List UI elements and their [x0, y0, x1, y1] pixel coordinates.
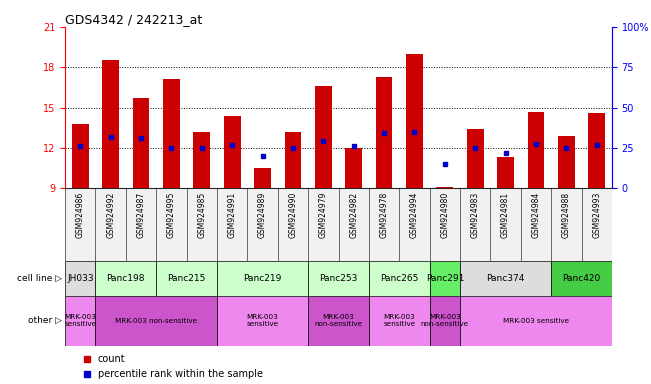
Text: GSM924989: GSM924989 [258, 192, 267, 238]
Text: GSM924986: GSM924986 [76, 192, 85, 238]
Bar [527, 112, 544, 188]
Bar [521, 188, 551, 261]
Bar [558, 136, 575, 188]
Bar [315, 86, 331, 188]
Text: MRK-003 sensitive: MRK-003 sensitive [503, 318, 569, 324]
Bar [551, 261, 612, 296]
Text: Panc198: Panc198 [107, 274, 145, 283]
Bar [308, 261, 369, 296]
Text: GSM924994: GSM924994 [410, 192, 419, 238]
Bar [65, 188, 96, 261]
Text: GSM924991: GSM924991 [228, 192, 237, 238]
Bar [217, 188, 247, 261]
Bar [497, 157, 514, 188]
Bar [581, 188, 612, 261]
Bar [430, 296, 460, 346]
Text: GSM924985: GSM924985 [197, 192, 206, 238]
Bar [376, 77, 393, 188]
Bar [369, 261, 430, 296]
Bar [133, 98, 150, 188]
Text: GSM924992: GSM924992 [106, 192, 115, 238]
Bar [254, 168, 271, 188]
Bar [284, 132, 301, 188]
Bar [308, 188, 339, 261]
Text: GSM924980: GSM924980 [440, 192, 449, 238]
Bar [460, 261, 551, 296]
Bar [430, 261, 460, 296]
Bar [339, 188, 369, 261]
Text: MRK-003
non-sensitive: MRK-003 non-sensitive [421, 314, 469, 327]
Text: MRK-003
sensitive: MRK-003 sensitive [247, 314, 279, 327]
Bar [369, 188, 399, 261]
Text: GSM924984: GSM924984 [531, 192, 540, 238]
Bar [65, 296, 96, 346]
Text: MRK-003
non-sensitive: MRK-003 non-sensitive [314, 314, 363, 327]
Bar [217, 261, 308, 296]
Text: Panc215: Panc215 [167, 274, 206, 283]
Text: Panc265: Panc265 [380, 274, 419, 283]
Text: GSM924993: GSM924993 [592, 192, 602, 238]
Text: MRK-003 non-sensitive: MRK-003 non-sensitive [115, 318, 197, 324]
Text: Panc291: Panc291 [426, 274, 464, 283]
Text: GSM924990: GSM924990 [288, 192, 298, 238]
Bar [406, 54, 423, 188]
Text: count: count [98, 354, 126, 364]
Text: GSM924983: GSM924983 [471, 192, 480, 238]
Text: GSM924982: GSM924982 [349, 192, 358, 238]
Bar [490, 188, 521, 261]
Bar [308, 296, 369, 346]
Bar [72, 124, 89, 188]
Bar [369, 296, 430, 346]
Text: GSM924988: GSM924988 [562, 192, 571, 238]
Text: GSM924979: GSM924979 [319, 192, 328, 238]
Bar [217, 296, 308, 346]
Bar [436, 187, 453, 188]
Text: Panc253: Panc253 [320, 274, 357, 283]
Bar [96, 188, 126, 261]
Bar [163, 79, 180, 188]
Text: MRK-003
sensitive: MRK-003 sensitive [64, 314, 96, 327]
Bar [156, 261, 217, 296]
Text: Panc374: Panc374 [486, 274, 525, 283]
Bar [102, 61, 119, 188]
Text: other ▷: other ▷ [28, 316, 62, 325]
Bar [156, 188, 187, 261]
Text: GSM924981: GSM924981 [501, 192, 510, 238]
Bar [193, 132, 210, 188]
Text: percentile rank within the sample: percentile rank within the sample [98, 369, 263, 379]
Bar [126, 188, 156, 261]
Bar [96, 296, 217, 346]
Text: GSM924987: GSM924987 [137, 192, 146, 238]
Text: cell line ▷: cell line ▷ [17, 274, 62, 283]
Bar [65, 261, 96, 296]
Text: MRK-003
sensitive: MRK-003 sensitive [383, 314, 415, 327]
Bar [460, 296, 612, 346]
Text: JH033: JH033 [67, 274, 94, 283]
Bar [224, 116, 240, 188]
Bar [247, 188, 278, 261]
Bar [399, 188, 430, 261]
Text: Panc420: Panc420 [562, 274, 601, 283]
Bar [96, 261, 156, 296]
Bar [589, 113, 605, 188]
Text: GDS4342 / 242213_at: GDS4342 / 242213_at [65, 13, 202, 26]
Bar [460, 188, 490, 261]
Bar [430, 188, 460, 261]
Text: Panc219: Panc219 [243, 274, 282, 283]
Bar [345, 148, 362, 188]
Bar [278, 188, 308, 261]
Text: GSM924978: GSM924978 [380, 192, 389, 238]
Text: GSM924995: GSM924995 [167, 192, 176, 238]
Bar [187, 188, 217, 261]
Bar [551, 188, 581, 261]
Bar [467, 129, 484, 188]
